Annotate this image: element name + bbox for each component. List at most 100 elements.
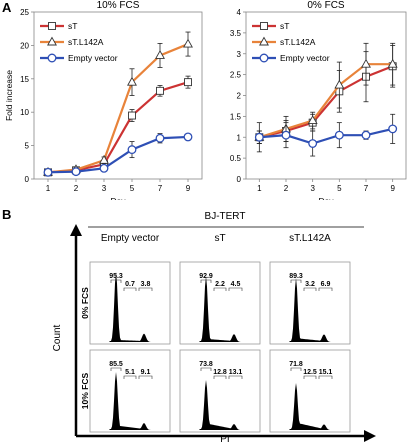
x-tick-label: 7 xyxy=(364,184,369,193)
gate-percent-label: 12.5 xyxy=(303,369,317,376)
y-axis-label: Count xyxy=(52,324,63,351)
gate-bracket xyxy=(138,375,153,379)
gate-bracket xyxy=(303,375,317,379)
x-tick-label: 7 xyxy=(158,184,163,193)
gate-percent-label: 6.9 xyxy=(321,281,331,288)
legend-label: sT xyxy=(68,21,77,31)
flow-cytometry-histograms: BJ-TERT Empty vector sT sT.L142A Count PI 0% F… xyxy=(52,211,376,443)
y-tick-label: 20 xyxy=(20,41,29,50)
legend-marker xyxy=(260,22,268,30)
x-axis-label: Day xyxy=(110,196,126,200)
data-point xyxy=(155,49,165,59)
gate-percent-label: 4.5 xyxy=(231,281,241,288)
y-tick-label: 5 xyxy=(25,142,30,151)
data-point xyxy=(183,132,193,142)
y-tick-label: 0.5 xyxy=(230,154,242,163)
data-point xyxy=(127,145,137,155)
gate-bracket xyxy=(228,375,243,379)
column-label: sT xyxy=(214,233,225,244)
gate-bracket xyxy=(200,367,212,371)
histogram-panel xyxy=(269,349,351,433)
chart-10pct-fcs: 10% FCS 0 5 10 15 20 25 1 2 3 5 7 9 Day Fold increase s… xyxy=(4,0,203,200)
chart-0pct-fcs: 0% FCS 0 0.5 1 1.5 2 2.5 3 3.5 4 1 2 3 5 7 9 Day sT sT.L14… xyxy=(230,0,407,200)
gate-percent-label: 3.2 xyxy=(305,281,315,288)
gate-bracket xyxy=(123,375,137,379)
histogram-panel xyxy=(89,349,171,433)
y-tick-label: 1.5 xyxy=(230,112,242,121)
data-point xyxy=(361,130,371,140)
data-point xyxy=(361,58,371,68)
gate-percent-label: 2.2 xyxy=(215,281,225,288)
legend-marker xyxy=(259,53,269,63)
gate-percent-label: 71.8 xyxy=(289,361,303,368)
gate-bracket xyxy=(228,287,243,291)
data-point xyxy=(71,167,81,177)
gate-bracket xyxy=(213,287,227,291)
gate-percent-label: 92.9 xyxy=(199,273,213,280)
data-point xyxy=(387,58,398,68)
gate-percent-label: 15.1 xyxy=(319,369,333,376)
gate-bracket xyxy=(110,279,122,283)
data-point xyxy=(183,38,193,48)
y-tick-label: 3.5 xyxy=(230,29,242,38)
gate-bracket xyxy=(318,375,333,379)
gate-percent-label: 73.8 xyxy=(199,361,213,368)
gate-percent-label: 12.8 xyxy=(213,369,227,376)
gate-percent-label: 3.8 xyxy=(141,281,151,288)
series-line-empty-vector xyxy=(259,127,393,145)
x-tick-label: 9 xyxy=(186,184,191,193)
x-tick-label: 9 xyxy=(390,184,395,193)
row-label: 10% FCS xyxy=(80,372,90,409)
data-point xyxy=(128,111,136,120)
data-point xyxy=(156,86,164,95)
y-axis-arrowhead xyxy=(70,224,82,236)
y-tick-label: 10 xyxy=(20,108,29,117)
gate-bracket xyxy=(290,367,302,371)
legend-label: Empty vector xyxy=(68,53,118,63)
y-tick-label: 0 xyxy=(25,175,30,184)
y-tick-label: 4 xyxy=(237,8,242,17)
panel-letter-b: B xyxy=(2,207,12,222)
gate-bracket xyxy=(213,375,227,379)
group-label: BJ-TERT xyxy=(205,211,246,222)
plot-frame xyxy=(245,11,407,180)
legend-label: sT.L142A xyxy=(68,37,104,47)
x-tick-label: 1 xyxy=(46,184,51,193)
series-line-st-l142a xyxy=(47,43,189,174)
histogram-panel xyxy=(179,349,261,433)
y-axis-label: Fold increase xyxy=(4,70,14,121)
gate-percent-label: 89.3 xyxy=(289,273,303,280)
data-point xyxy=(254,132,264,142)
y-tick-label: 15 xyxy=(20,75,29,84)
legend-label: sT xyxy=(280,21,289,31)
gate-bracket xyxy=(110,367,122,371)
histogram-panel xyxy=(179,261,261,345)
gate-bracket xyxy=(303,287,317,291)
y-tick-label: 2 xyxy=(237,92,242,101)
data-point xyxy=(308,139,318,148)
data-point xyxy=(388,124,398,134)
legend-label: sT.L142A xyxy=(280,37,316,47)
gate-bracket xyxy=(290,279,302,283)
legend-marker xyxy=(47,53,57,63)
legend-marker xyxy=(47,36,57,46)
histogram-panel xyxy=(269,261,351,345)
data-point xyxy=(334,130,344,140)
legend-marker xyxy=(48,22,56,30)
data-point xyxy=(184,78,192,87)
row-label: 0% FCS xyxy=(80,287,90,319)
x-axis-label: Day xyxy=(318,196,334,200)
x-tick-label: 5 xyxy=(337,184,342,193)
x-tick-label: 3 xyxy=(102,184,107,193)
series-line-empty-vector xyxy=(47,135,189,174)
panel-letter-a: A xyxy=(2,0,12,15)
chart-title: 10% FCS xyxy=(97,0,140,11)
data-point xyxy=(155,133,165,143)
data-point xyxy=(281,130,291,140)
data-point xyxy=(127,76,137,86)
y-tick-label: 0 xyxy=(237,175,242,184)
x-tick-label: 3 xyxy=(310,184,315,193)
gate-bracket xyxy=(123,287,137,291)
x-tick-label: 1 xyxy=(257,184,262,193)
y-tick-label: 25 xyxy=(20,8,29,17)
